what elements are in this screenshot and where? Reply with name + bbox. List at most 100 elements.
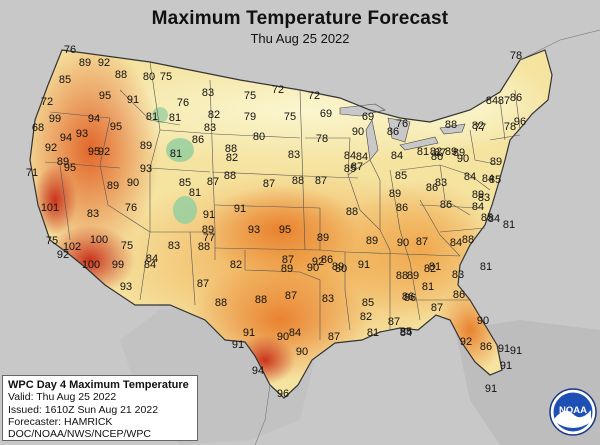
temperature-label: 86 (404, 292, 416, 304)
temperature-label: 88 (224, 170, 236, 182)
temperature-label: 82 (208, 109, 220, 121)
temperature-label: 85 (489, 174, 501, 186)
map-title: Maximum Temperature Forecast (151, 8, 449, 29)
temperature-label: 95 (99, 90, 111, 102)
temperature-label: 84 (482, 173, 494, 185)
temperature-label: 89 (202, 224, 214, 236)
temperature-label: 100 (90, 234, 108, 246)
temperature-label: 69 (320, 108, 332, 120)
temperature-label: 96 (514, 116, 526, 128)
temperature-label: 90 (457, 153, 469, 165)
temperature-label: 81 (429, 261, 441, 273)
temperature-label: 81 (422, 281, 434, 293)
temperature-label: 86 (321, 254, 333, 266)
temperature-label: 72 (308, 90, 320, 102)
temperature-label: 92 (460, 336, 472, 348)
temperature-label: 82 (226, 152, 238, 164)
temperature-label: 94 (88, 113, 100, 125)
temperature-label: 84 (400, 327, 412, 339)
temperature-label: 81 (480, 261, 492, 273)
temperature-label: 88 (396, 270, 408, 282)
noaa-logo-text: NOAA (559, 405, 587, 416)
temperature-label: 89 (281, 263, 293, 275)
us-border (29, 49, 553, 399)
temperature-label: 93 (120, 281, 132, 293)
temperature-label: 86 (192, 134, 204, 146)
temperature-label: 78 (316, 133, 328, 145)
temperature-label: 92 (98, 57, 110, 69)
temperature-label: 89 (317, 232, 329, 244)
temperature-label: 69 (362, 111, 374, 123)
info-issued: Issued: 1610Z Sun Aug 21 2022 (8, 403, 159, 416)
temperature-label: 91 (498, 343, 510, 355)
temperature-label: 92 (312, 256, 324, 268)
temperature-label: 85 (59, 74, 71, 86)
temperature-label: 87 (285, 290, 297, 302)
temperature-label: 84 (146, 253, 158, 265)
temperature-label: 86 (510, 92, 522, 104)
temperature-label: 81 (170, 148, 182, 160)
temperature-label: 83 (452, 269, 464, 281)
temperature-label: 84 (391, 150, 403, 162)
temperature-label: 82 (424, 263, 436, 275)
temperature-label: 89 (445, 146, 457, 158)
temperature-label: 100 (82, 259, 100, 271)
temperature-label: 71 (26, 167, 38, 179)
temperature-label: 82 (230, 259, 242, 271)
temperature-label: 88 (292, 175, 304, 187)
noaa-logo-icon: NOAA (549, 388, 597, 436)
temperature-label: 76 (64, 44, 76, 56)
temperature-label: 87 (351, 161, 363, 173)
temperature-label: 81 (417, 146, 429, 158)
temperature-label: 87 (263, 178, 275, 190)
temperature-label: 85 (362, 297, 374, 309)
temperature-label: 88 (115, 69, 127, 81)
temperature-label: 68 (32, 122, 44, 134)
temperature-label: 79 (244, 111, 256, 123)
temperature-label: 78 (504, 121, 516, 133)
temperature-label: 87 (197, 278, 209, 290)
temperature-label: 76 (177, 97, 189, 109)
temperature-label: 96 (277, 388, 289, 400)
temperature-label: 75 (284, 111, 296, 123)
temperature-label: 84 (488, 213, 500, 225)
temperature-label: 78 (510, 50, 522, 62)
temperature-label: 87 (328, 331, 340, 343)
temperature-label: 85 (481, 212, 493, 224)
temperature-label: 84 (356, 151, 368, 163)
temperature-label: 89 (79, 57, 91, 69)
temperature-label: 88 (198, 241, 210, 253)
temperature-label: 101 (41, 202, 59, 214)
temperature-label: 75 (244, 90, 256, 102)
temperature-label: 85 (179, 177, 191, 189)
temperature-label: 91 (500, 360, 512, 372)
temperature-label: 89 (140, 140, 152, 152)
temperature-label: 83 (168, 240, 180, 252)
temperature-label: 85 (344, 163, 356, 175)
info-heading: WPC Day 4 Maximum Temperature (8, 379, 189, 391)
temperature-label: 81 (503, 219, 515, 231)
temperature-label: 83 (435, 177, 447, 189)
temperature-label: 86 (396, 202, 408, 214)
temperature-label: 80 (143, 71, 155, 83)
temperature-label: 102 (63, 241, 81, 253)
temperature-label: 86 (402, 291, 414, 303)
foreign-borders (254, 29, 600, 445)
great-lakes (339, 103, 466, 161)
temperature-label: 86 (453, 289, 465, 301)
temperature-label: 85 (395, 170, 407, 182)
temperature-label: 82 (472, 120, 484, 132)
state-borders (44, 61, 521, 340)
info-valid: Valid: Thu Aug 25 2022 (8, 391, 117, 404)
temperature-label: 95 (64, 162, 76, 174)
temperature-label: 84 (144, 259, 156, 271)
map-date: Thu Aug 25 2022 (250, 31, 350, 46)
temperature-label: 89 (107, 180, 119, 192)
temperature-label: 83 (322, 293, 334, 305)
temperature-label: 90 (477, 315, 489, 327)
temperature-label: 87 (416, 236, 428, 248)
temperature-label: 91 (510, 345, 522, 357)
temperature-label: 86 (431, 151, 443, 163)
temperature-label: 89 (407, 270, 419, 282)
temperature-label: 84 (472, 201, 484, 213)
